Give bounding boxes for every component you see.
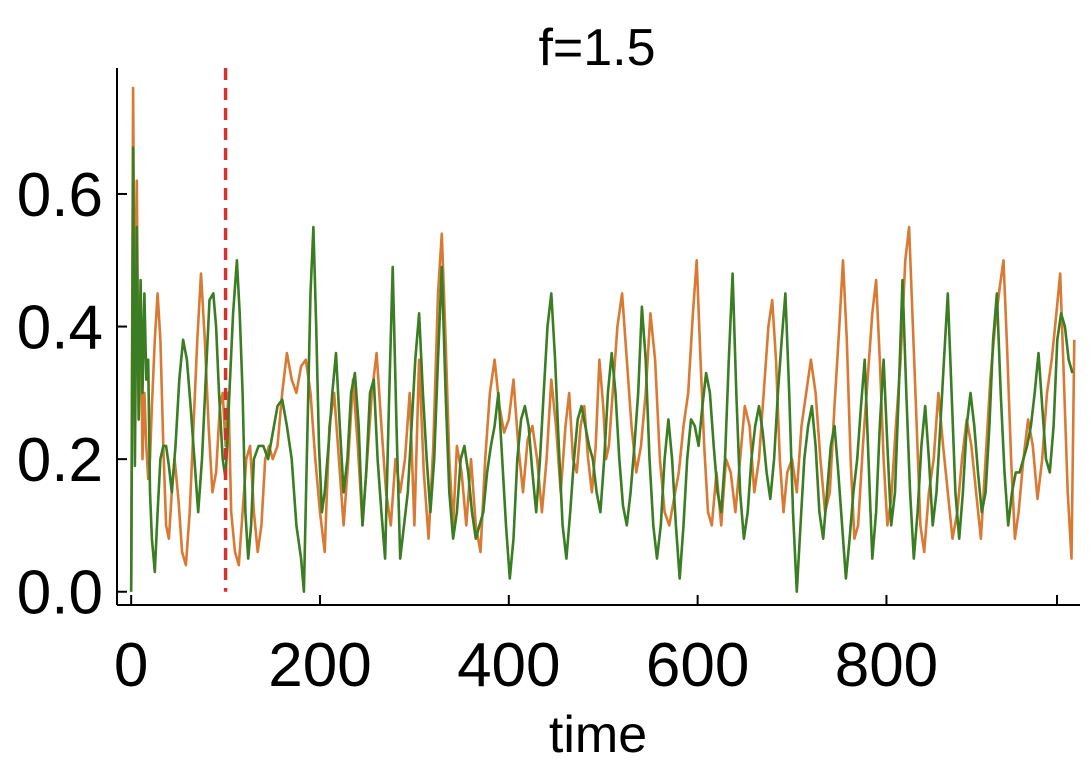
- y-tick-label: 0.6: [17, 161, 103, 230]
- x-tick-label: 400: [457, 631, 560, 700]
- y-tick-label: 0.2: [17, 426, 103, 495]
- x-tick-label: 0: [114, 631, 148, 700]
- chart-title: f=1.5: [538, 19, 655, 77]
- x-axis-label: time: [549, 706, 647, 764]
- plot-area: [129, 68, 1076, 593]
- x-tick-label: 800: [835, 631, 938, 700]
- y-tick-label: 0.0: [17, 559, 103, 628]
- x-tick-label: 600: [646, 631, 749, 700]
- y-tick-label: 0.4: [17, 294, 103, 363]
- x-axis-ticks: 0 200 400 600 800: [114, 595, 1058, 700]
- x-tick-label: 200: [268, 631, 371, 700]
- y-axis-ticks: 0.0 0.2 0.4 0.6: [17, 161, 127, 628]
- series-line-2: [129, 146, 1074, 593]
